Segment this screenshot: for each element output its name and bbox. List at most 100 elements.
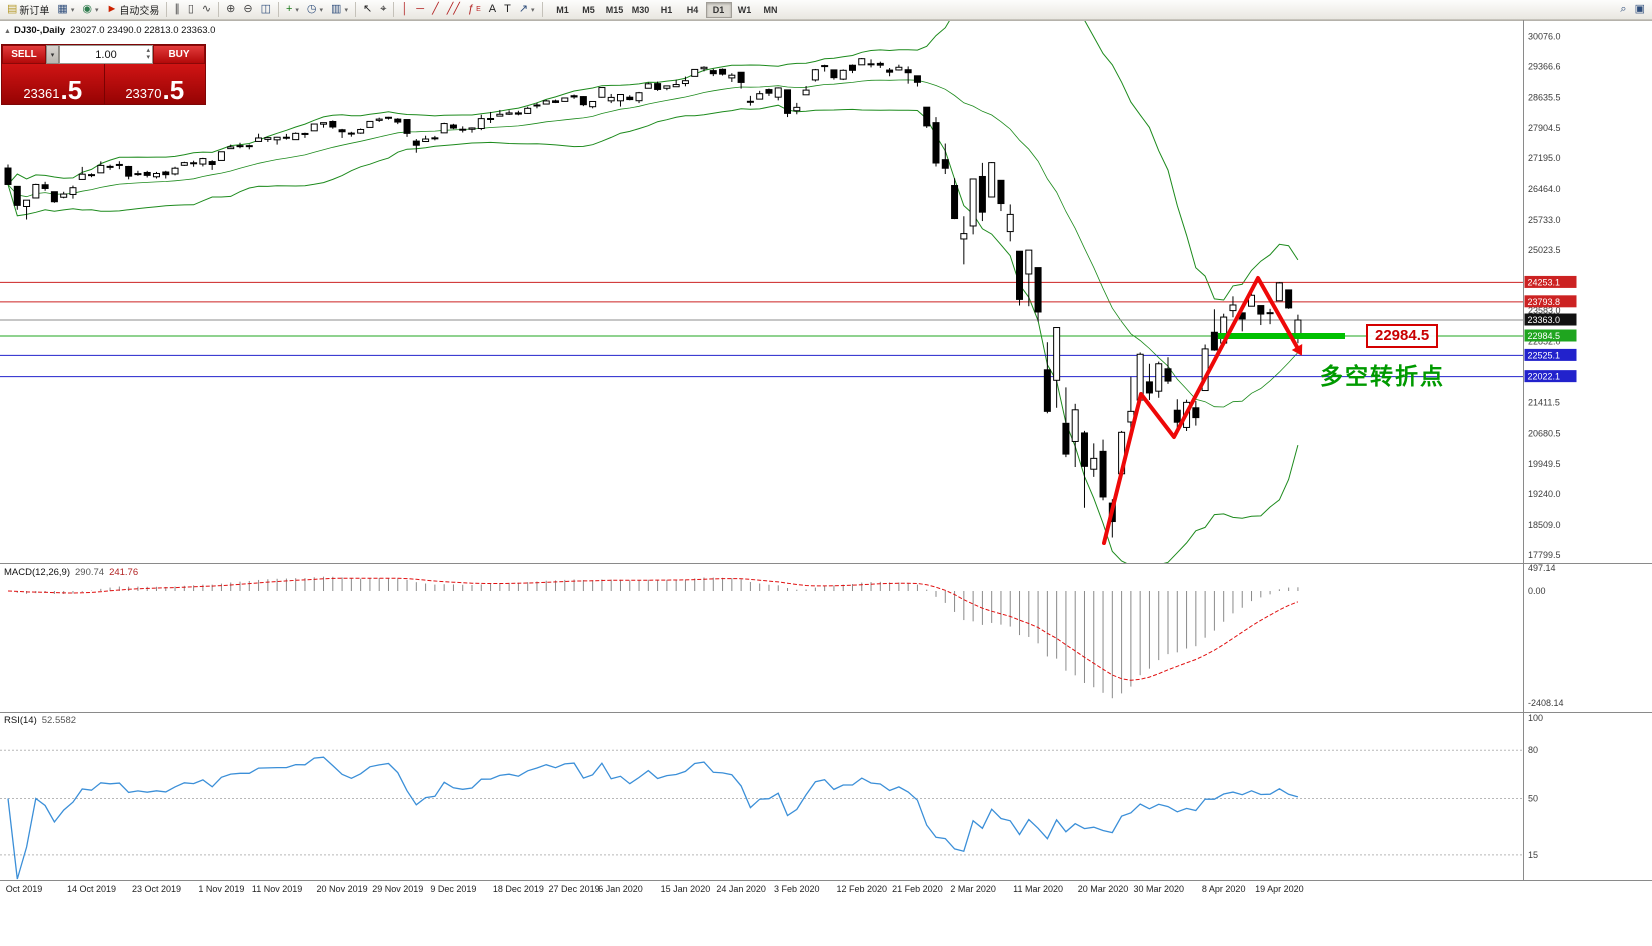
symbol-icon: ▲ bbox=[4, 28, 11, 35]
trendline-button[interactable]: ╱ bbox=[428, 1, 443, 18]
text-button[interactable]: A bbox=[485, 1, 500, 18]
macd-label: MACD(12,26,9) 290.74 241.76 bbox=[4, 567, 138, 578]
price-note-box[interactable]: 22984.5 bbox=[1366, 324, 1439, 348]
candles-layer bbox=[4, 57, 1302, 538]
indicator-list-button[interactable]: ▥ ▾ bbox=[327, 1, 352, 18]
svg-text:Oct 2019: Oct 2019 bbox=[6, 884, 43, 894]
svg-text:19240.0: 19240.0 bbox=[1528, 489, 1561, 499]
svg-text:80: 80 bbox=[1528, 745, 1538, 755]
svg-text:22022.1: 22022.1 bbox=[1528, 372, 1561, 382]
rsi-panel bbox=[0, 749, 1523, 880]
autoscroll-icon: ◷ bbox=[306, 3, 317, 15]
tile-windows-button[interactable]: ◫ bbox=[257, 1, 275, 18]
new-chart-icon: + bbox=[285, 3, 293, 15]
svg-text:23583.0: 23583.0 bbox=[1528, 306, 1561, 316]
arrows-button[interactable]: ↗ ▾ bbox=[515, 1, 539, 18]
bollinger-bands bbox=[7, 21, 1299, 563]
zoom-out-button[interactable]: ⊖ bbox=[239, 1, 256, 18]
svg-text:15: 15 bbox=[1528, 850, 1538, 860]
channel-button[interactable]: ╱╱ bbox=[443, 1, 464, 18]
search-icon: ⌕ bbox=[1620, 3, 1627, 15]
svg-text:28635.5: 28635.5 bbox=[1528, 92, 1561, 102]
zoom-in-button[interactable]: ⊕ bbox=[222, 1, 239, 18]
price-axis[interactable]: 30076.0 29366.6 28635.5 27904.5 27195.0 26464… bbox=[1524, 32, 1577, 860]
fibonacci-sub-icon: E bbox=[476, 6, 481, 13]
buy-price-big: .5 bbox=[162, 74, 185, 105]
chart-bars-icon: ∥ bbox=[174, 3, 180, 15]
cursor-button[interactable]: ↖ bbox=[359, 1, 376, 18]
svg-text:0.00: 0.00 bbox=[1528, 586, 1546, 596]
chart-candles-button[interactable]: ▯ bbox=[184, 1, 198, 18]
new-order-label: 新订单 bbox=[19, 6, 50, 17]
svg-text:2 Mar 2020: 2 Mar 2020 bbox=[950, 884, 996, 894]
crosshair-button[interactable]: ⌖ bbox=[376, 1, 390, 18]
svg-text:21 Feb 2020: 21 Feb 2020 bbox=[892, 884, 943, 894]
svg-text:20 Mar 2020: 20 Mar 2020 bbox=[1078, 884, 1129, 894]
buy-button[interactable]: BUY bbox=[153, 45, 205, 64]
timeframe-w1-button[interactable]: W1 bbox=[732, 2, 758, 18]
chevron-down-icon: ▾ bbox=[295, 6, 299, 14]
tile-windows-icon: ◫ bbox=[260, 3, 271, 15]
search-button[interactable]: ⌕ bbox=[1616, 1, 1630, 18]
chevron-down-icon: ▾ bbox=[50, 51, 55, 59]
timeframe-h1-button[interactable]: H1 bbox=[654, 2, 680, 18]
svg-text:29 Nov 2019: 29 Nov 2019 bbox=[372, 884, 423, 894]
svg-text:6 Jan 2020: 6 Jan 2020 bbox=[598, 884, 643, 894]
macd-panel bbox=[7, 576, 1299, 699]
volume-up-button[interactable]: ▴ bbox=[146, 47, 150, 54]
volume-down-button[interactable]: ▾ bbox=[146, 54, 150, 61]
chevron-down-icon: ▾ bbox=[531, 6, 535, 14]
sell-button[interactable]: SELL bbox=[2, 45, 46, 64]
zigzag-arrowhead bbox=[1291, 344, 1303, 356]
rsi-value: 52.5582 bbox=[41, 715, 77, 726]
timeframe-mn-button[interactable]: MN bbox=[758, 2, 784, 18]
sell-price[interactable]: 23361 .5 bbox=[2, 64, 104, 104]
new-chart-button[interactable]: + ▾ bbox=[282, 1, 303, 18]
horizontal-line-icon: ─ bbox=[416, 3, 425, 15]
svg-text:19 Apr 2020: 19 Apr 2020 bbox=[1255, 884, 1304, 894]
volume-input[interactable]: 1.00 ▴ ▾ bbox=[59, 45, 153, 64]
sell-options-button[interactable]: ▾ bbox=[46, 45, 59, 64]
timeframe-h4-button[interactable]: H4 bbox=[680, 2, 706, 18]
svg-text:27 Dec 2019: 27 Dec 2019 bbox=[549, 884, 600, 894]
arrows-icon: ↗ bbox=[518, 3, 529, 15]
svg-text:14 Oct 2019: 14 Oct 2019 bbox=[67, 884, 116, 894]
svg-text:1 Nov 2019: 1 Nov 2019 bbox=[198, 884, 244, 894]
chart-bars-button[interactable]: ∥ bbox=[170, 1, 184, 18]
vertical-line-icon: │ bbox=[401, 3, 409, 15]
svg-text:497.14: 497.14 bbox=[1528, 563, 1556, 573]
chart-line-button[interactable]: ∿ bbox=[198, 1, 215, 18]
algo-trading-button[interactable]: ► 自动交易 bbox=[102, 1, 163, 18]
timeframe-m1-button[interactable]: M1 bbox=[550, 2, 576, 18]
profiles-button[interactable]: ◉ ▾ bbox=[78, 1, 102, 18]
toolbar-separator bbox=[393, 2, 395, 17]
label-button[interactable]: T bbox=[500, 1, 515, 18]
buy-price[interactable]: 23370 .5 bbox=[103, 64, 205, 105]
charts-button[interactable]: ▦ ▾ bbox=[53, 1, 78, 18]
chart-area[interactable]: 30076.0 29366.6 28635.5 27904.5 27195.0 26464… bbox=[0, 20, 1652, 946]
buy-price-base: 23370 bbox=[125, 85, 162, 101]
macd-value-main: 290.74 bbox=[75, 567, 105, 578]
svg-text:15 Jan 2020: 15 Jan 2020 bbox=[661, 884, 711, 894]
vertical-line-button[interactable]: │ bbox=[397, 1, 412, 18]
chevron-down-icon: ▾ bbox=[319, 6, 324, 14]
timeframe-d1-button[interactable]: D1 bbox=[705, 1, 732, 18]
svg-text:27195.0: 27195.0 bbox=[1528, 153, 1561, 163]
timeframe-m30-button[interactable]: M30 bbox=[628, 2, 654, 18]
turning-point-note[interactable]: 多空转折点 bbox=[1320, 363, 1445, 389]
horizontal-line-button[interactable]: ─ bbox=[412, 1, 428, 18]
drawn-annotations[interactable] bbox=[1102, 276, 1345, 545]
data-window-button[interactable]: ▣ bbox=[1631, 1, 1649, 18]
date-axis[interactable]: Oct 2019 14 Oct 2019 23 Oct 2019 1 Nov 2019… bbox=[6, 884, 1304, 894]
indicator-list-icon: ▥ bbox=[331, 3, 342, 15]
rsi-label: RSI(14) 52.5582 bbox=[4, 715, 76, 726]
timeframe-m15-button[interactable]: M15 bbox=[602, 2, 628, 18]
timeframe-m5-button[interactable]: M5 bbox=[576, 2, 602, 18]
new-order-button[interactable]: ▤ 新订单 bbox=[3, 1, 53, 18]
fibonacci-icon: ƒ bbox=[467, 3, 475, 15]
horizontal-line-objects[interactable] bbox=[0, 281, 1523, 378]
autoscroll-button[interactable]: ◷ ▾ bbox=[303, 1, 327, 18]
chevron-down-icon: ▾ bbox=[344, 6, 348, 14]
chart-line-icon: ∿ bbox=[201, 3, 212, 15]
